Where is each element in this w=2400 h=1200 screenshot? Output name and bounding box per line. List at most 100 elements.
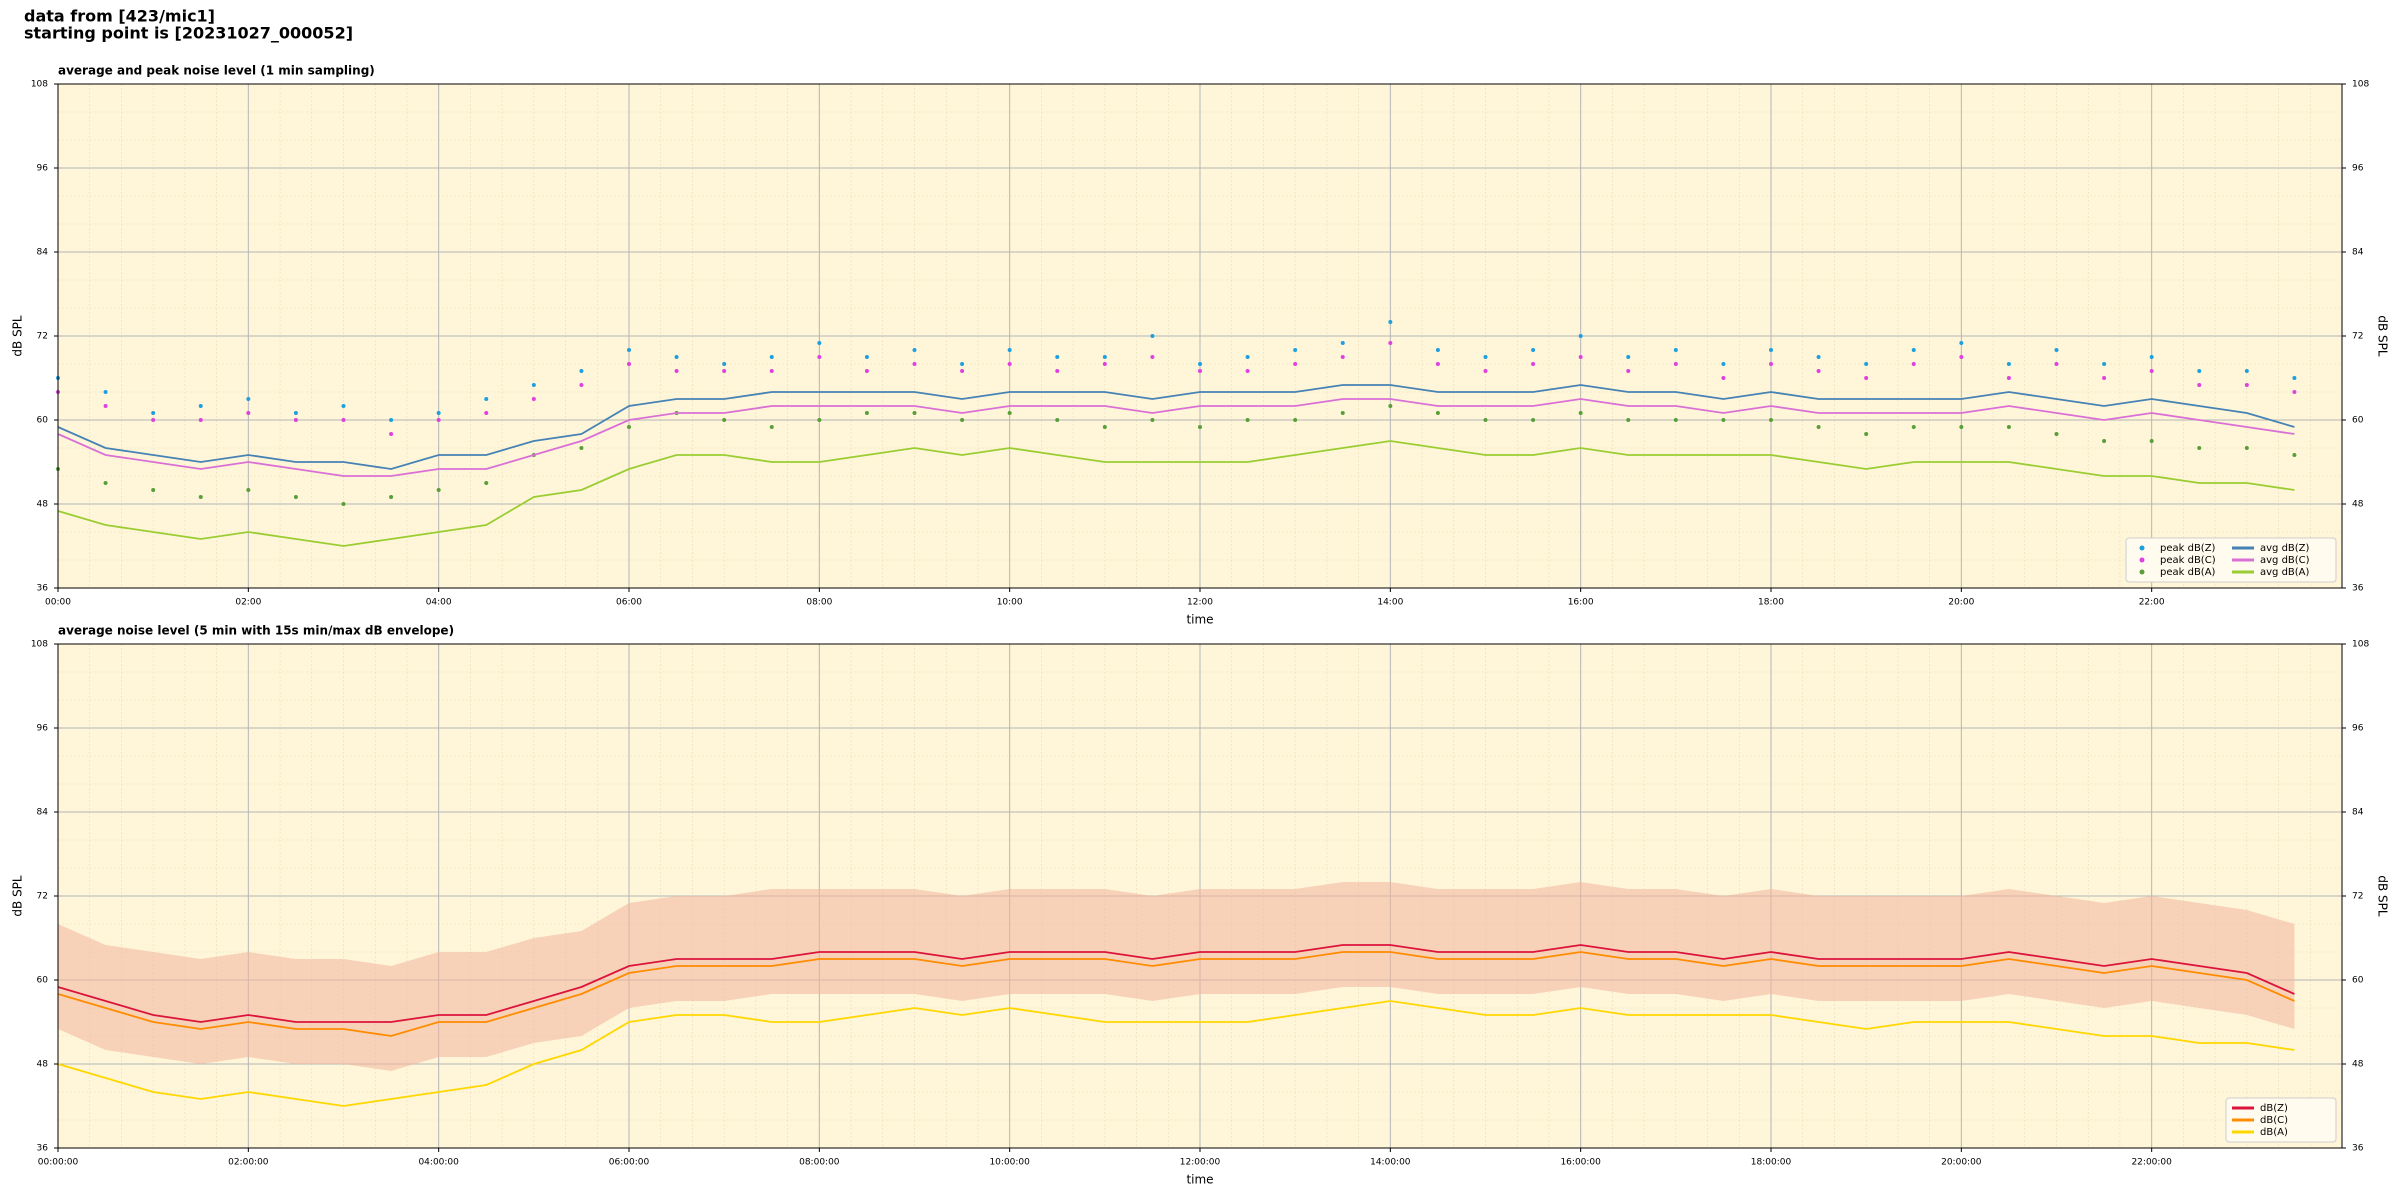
- x-tick-label: 06:00: [616, 598, 642, 608]
- peak-point: [960, 418, 965, 422]
- peak-point: [1293, 348, 1298, 352]
- peak-point: [103, 481, 108, 485]
- peak-point: [1626, 369, 1631, 373]
- plot-frame: [57, 643, 2343, 1149]
- peak-point: [2244, 369, 2249, 373]
- peak-point: [864, 355, 869, 359]
- y-tick-label: 96: [37, 164, 49, 174]
- y-tick-label: 48: [37, 1060, 49, 1070]
- peak-point: [1816, 355, 1821, 359]
- peak-point: [1150, 334, 1155, 338]
- x-tick-label: 22:00:00: [2131, 1158, 2172, 1168]
- peak-point: [2102, 439, 2107, 443]
- peak-point: [1864, 376, 1869, 380]
- peak-point: [1293, 362, 1298, 366]
- peak-point: [1959, 341, 1964, 345]
- peak-point: [1198, 369, 1202, 373]
- peak-point: [293, 418, 298, 422]
- peak-point: [341, 418, 346, 422]
- peak-point: [2292, 390, 2297, 394]
- peak-point: [1055, 418, 1060, 422]
- peak-point: [674, 355, 679, 359]
- peak-point: [1245, 369, 1250, 373]
- peak-point: [674, 369, 679, 373]
- peak-point: [2244, 446, 2249, 450]
- peak-point: [912, 348, 917, 352]
- peak-point: [1388, 341, 1393, 345]
- peak-point: [627, 362, 631, 366]
- peak-point: [293, 411, 298, 415]
- peak-point: [722, 369, 727, 373]
- peak-point: [2102, 362, 2107, 366]
- series-line: [57, 398, 2295, 477]
- peak-point: [1198, 362, 1202, 366]
- chart-title: average noise level (5 min with 15s min/…: [58, 624, 454, 638]
- peak-point: [1483, 418, 1488, 422]
- legend-marker: [2139, 557, 2145, 563]
- peak-point: [151, 411, 156, 415]
- peak-point: [2102, 376, 2107, 380]
- y-tick-label-right: 84: [2352, 808, 2364, 818]
- peak-point: [1816, 425, 1821, 429]
- peak-point: [484, 411, 489, 415]
- x-tick-label: 12:00:00: [1180, 1158, 1221, 1168]
- peak-point: [2149, 355, 2154, 359]
- x-tick-label: 04:00:00: [418, 1158, 459, 1168]
- y-tick-label: 72: [37, 332, 48, 342]
- y-tick-label: 84: [37, 808, 49, 818]
- y-tick-label-right: 36: [2352, 584, 2364, 594]
- peak-point: [1531, 418, 1536, 422]
- x-tick-label: 10:00:00: [989, 1158, 1030, 1168]
- x-tick-label: 22:00: [2139, 598, 2165, 608]
- peak-point: [1007, 362, 1012, 366]
- y-tick-label-right: 96: [2352, 164, 2364, 174]
- peak-point: [1483, 355, 1488, 359]
- y-tick-label-right: 48: [2352, 1060, 2364, 1070]
- x-tick-label: 00:00: [45, 598, 71, 608]
- peak-point: [1769, 418, 1773, 422]
- peak-point: [1150, 355, 1155, 359]
- peak-point: [2006, 425, 2011, 429]
- y-tick-label-right: 60: [2352, 416, 2364, 426]
- x-tick-label: 06:00:00: [609, 1158, 650, 1168]
- peak-point: [2197, 383, 2202, 387]
- y-tick-label-right: 84: [2352, 248, 2364, 258]
- peak-point: [293, 495, 298, 499]
- peak-point: [1673, 362, 1678, 366]
- peak-point: [579, 446, 584, 450]
- peak-point: [1673, 418, 1678, 422]
- peak-point: [2197, 369, 2202, 373]
- peak-point: [1769, 348, 1773, 352]
- x-tick-label: 04:00: [426, 598, 452, 608]
- peak-point: [1198, 425, 1202, 429]
- peak-point: [2292, 453, 2297, 457]
- peak-point: [1435, 362, 1440, 366]
- peak-point: [1531, 348, 1536, 352]
- series-line: [57, 1000, 2295, 1107]
- peak-point: [2006, 362, 2011, 366]
- peak-point: [1388, 320, 1393, 324]
- legend-marker: [2139, 569, 2145, 575]
- peak-point: [198, 404, 203, 408]
- y-tick-label-right: 108: [2352, 80, 2369, 90]
- peak-point: [864, 369, 869, 373]
- peak-point: [1578, 411, 1583, 415]
- peak-point: [151, 488, 156, 492]
- peak-point: [1245, 418, 1250, 422]
- peak-point: [1435, 411, 1440, 415]
- peak-point: [436, 411, 441, 415]
- peak-point: [2149, 439, 2154, 443]
- peak-point: [1864, 432, 1869, 436]
- legend-label: dB(C): [2260, 1115, 2288, 1126]
- peak-point: [1150, 418, 1155, 422]
- peak-point: [769, 355, 774, 359]
- y-tick-label: 36: [37, 1144, 49, 1154]
- peak-point: [2054, 362, 2059, 366]
- x-tick-label: 12:00: [1187, 598, 1213, 608]
- y-axis-label: dB SPL: [11, 315, 25, 357]
- peak-point: [1007, 411, 1012, 415]
- legend-label: avg dB(Z): [2260, 543, 2310, 554]
- series-line: [57, 440, 2295, 547]
